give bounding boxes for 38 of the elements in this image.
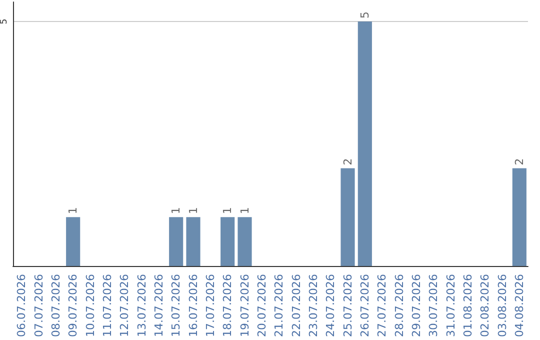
data-label: 1 <box>238 207 252 214</box>
data-label: 1 <box>66 207 80 214</box>
x-tick-label: 28.07.2026 <box>392 274 406 338</box>
x-tick-label: 07.07.2026 <box>32 274 46 338</box>
data-label: 5 <box>358 12 372 19</box>
data-label: 1 <box>186 207 200 214</box>
x-tick-label: 22.07.2026 <box>290 274 303 338</box>
x-tick-label: 23.07.2026 <box>306 274 320 338</box>
data-label: 2 <box>341 158 354 166</box>
x-tick-label: 11.07.2026 <box>100 274 114 338</box>
x-tick-label: 17.07.2026 <box>204 274 217 338</box>
x-tick-label: 13.07.2026 <box>135 274 148 338</box>
x-tick-label: 21.07.2026 <box>272 274 286 338</box>
x-tick-label: 04.08.2026 <box>512 274 526 338</box>
x-tick-label: 09.07.2026 <box>66 274 80 338</box>
x-tick-label: 29.07.2026 <box>410 274 423 338</box>
x-tick-label: 12.07.2026 <box>118 274 132 338</box>
x-tick-label: 18.07.2026 <box>221 274 234 338</box>
x-tick-label: 08.07.2026 <box>49 274 62 338</box>
x-tick-label: 06.07.2026 <box>15 274 28 338</box>
x-tick-label: 27.07.2026 <box>376 274 389 338</box>
x-tick-label: 03.08.2026 <box>496 274 509 338</box>
data-label: 1 <box>221 207 234 214</box>
x-tick-label: 19.07.2026 <box>238 274 252 338</box>
x-tick-label: 24.07.2026 <box>324 274 338 338</box>
x-tick-label: 15.07.2026 <box>170 274 183 338</box>
data-label: 2 <box>512 158 526 166</box>
x-tick-label: 26.07.2026 <box>358 274 372 338</box>
x-tick-label: 14.07.2026 <box>152 274 166 338</box>
x-tick-label: 02.08.2026 <box>478 274 492 338</box>
x-tick-label: 10.07.2026 <box>84 274 97 338</box>
x-tick-label: 16.07.2026 <box>186 274 200 338</box>
x-tick-label: 30.07.2026 <box>427 274 440 338</box>
x-tick-label: 20.07.2026 <box>255 274 268 338</box>
x-tick-label: 31.07.2026 <box>444 274 458 338</box>
x-tick-label: 01.08.2026 <box>461 274 474 338</box>
data-label: 1 <box>170 207 183 214</box>
x-tick-label: 25.07.2026 <box>341 274 354 338</box>
